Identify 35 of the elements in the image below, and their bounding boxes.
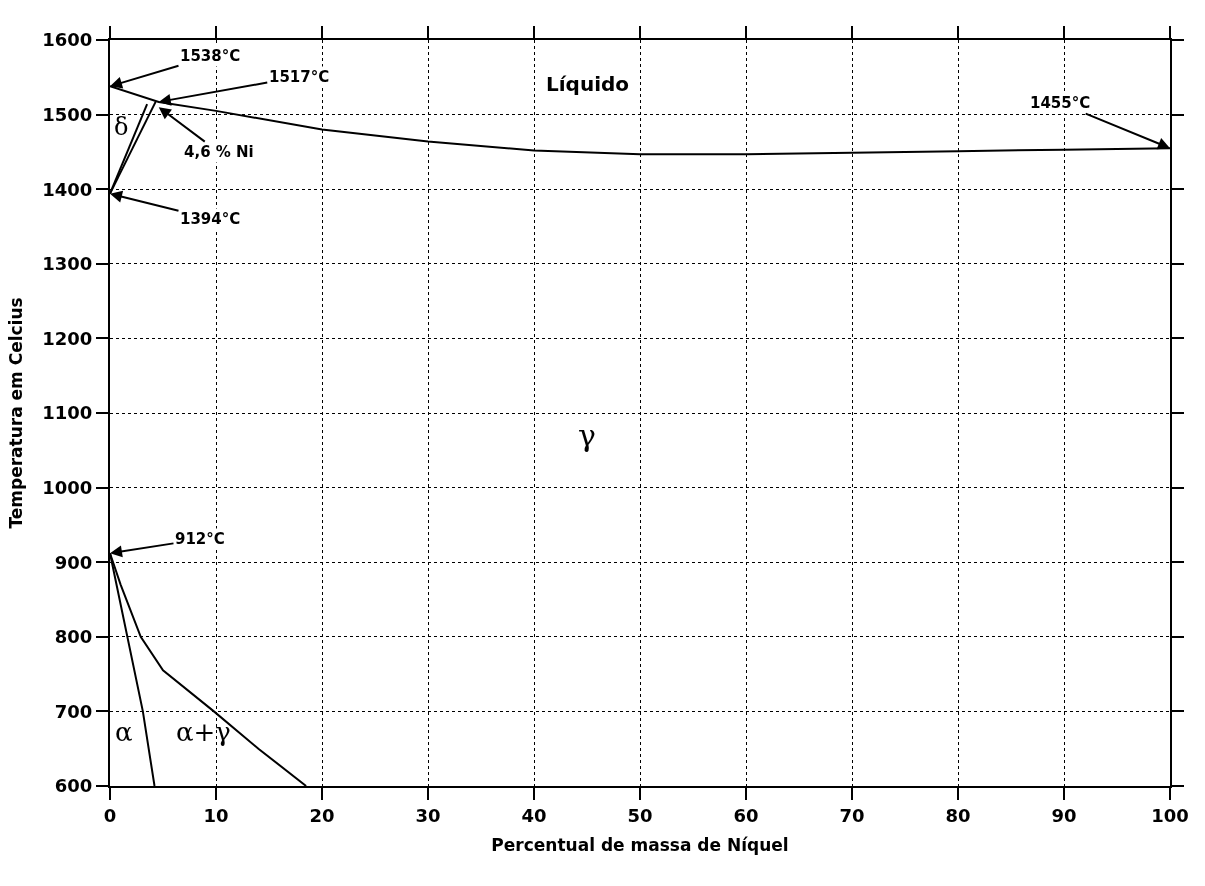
x-tick-label: 90 — [1051, 804, 1077, 826]
y-tick-label: 1000 — [42, 476, 93, 498]
x-tick-label: 70 — [839, 804, 865, 826]
annotation: δ — [114, 113, 129, 141]
y-tick-label: 900 — [54, 551, 93, 573]
y-tick-label: 700 — [54, 700, 93, 722]
x-axis-title: Percentual de massa de Níquel — [491, 835, 789, 856]
y-tick-label: 1100 — [42, 402, 93, 424]
x-tick-label: 80 — [945, 804, 971, 826]
annotation: 4,6 % Ni — [184, 143, 254, 161]
annotation: γ — [578, 418, 596, 453]
annotation: α — [115, 717, 133, 747]
y-tick-label: 1300 — [42, 253, 93, 275]
annotation: 1455°C — [1030, 94, 1091, 112]
x-tick-label: 50 — [627, 804, 653, 826]
y-tick-label: 1400 — [42, 178, 93, 200]
y-axis-title: Temperatura em Celcius — [6, 297, 27, 529]
x-tick-label: 60 — [733, 804, 759, 826]
y-tick-label: 600 — [54, 775, 93, 797]
x-tick-label: 30 — [415, 804, 441, 826]
x-tick-label: 40 — [521, 804, 547, 826]
y-tick-label: 1600 — [42, 29, 93, 51]
annotation: Líquido — [546, 72, 630, 96]
y-tick-label: 1200 — [42, 327, 93, 349]
x-tick-label: 20 — [309, 804, 335, 826]
annotation: 912°C — [175, 530, 225, 548]
annotation: 1538°C — [180, 47, 241, 65]
x-tick-label: 100 — [1151, 804, 1189, 826]
y-tick-label: 1500 — [42, 103, 93, 125]
annotation: α+γ — [176, 717, 231, 747]
y-tick-label: 800 — [54, 626, 93, 648]
annotation: 1394°C — [180, 210, 241, 228]
x-tick-label: 0 — [103, 804, 117, 826]
annotation: 1517°C — [269, 68, 330, 86]
x-tick-label: 10 — [203, 804, 229, 826]
